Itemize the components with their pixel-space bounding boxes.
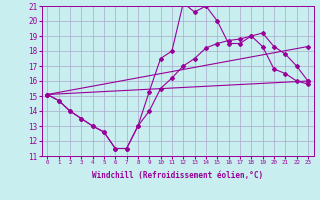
X-axis label: Windchill (Refroidissement éolien,°C): Windchill (Refroidissement éolien,°C) bbox=[92, 171, 263, 180]
